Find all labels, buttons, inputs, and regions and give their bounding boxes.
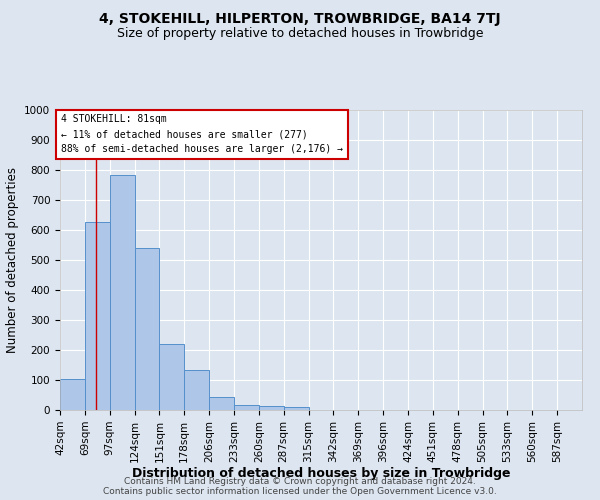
- Bar: [234, 404, 259, 410]
- Text: 4 STOKEHILL: 81sqm
← 11% of detached houses are smaller (277)
88% of semi-detach: 4 STOKEHILL: 81sqm ← 11% of detached hou…: [61, 114, 343, 154]
- Bar: [134, 248, 160, 410]
- Text: 4, STOKEHILL, HILPERTON, TROWBRIDGE, BA14 7TJ: 4, STOKEHILL, HILPERTON, TROWBRIDGE, BA1…: [99, 12, 501, 26]
- Bar: [259, 406, 284, 410]
- Text: Contains public sector information licensed under the Open Government Licence v3: Contains public sector information licen…: [103, 487, 497, 496]
- Bar: [85, 222, 110, 410]
- Text: Contains HM Land Registry data © Crown copyright and database right 2024.: Contains HM Land Registry data © Crown c…: [124, 477, 476, 486]
- Bar: [60, 379, 85, 410]
- Y-axis label: Number of detached properties: Number of detached properties: [5, 167, 19, 353]
- Text: Size of property relative to detached houses in Trowbridge: Size of property relative to detached ho…: [117, 28, 483, 40]
- X-axis label: Distribution of detached houses by size in Trowbridge: Distribution of detached houses by size …: [132, 468, 510, 480]
- Bar: [184, 370, 209, 410]
- Bar: [110, 174, 134, 410]
- Bar: [209, 397, 234, 410]
- Bar: [160, 344, 184, 410]
- Bar: [284, 407, 308, 410]
